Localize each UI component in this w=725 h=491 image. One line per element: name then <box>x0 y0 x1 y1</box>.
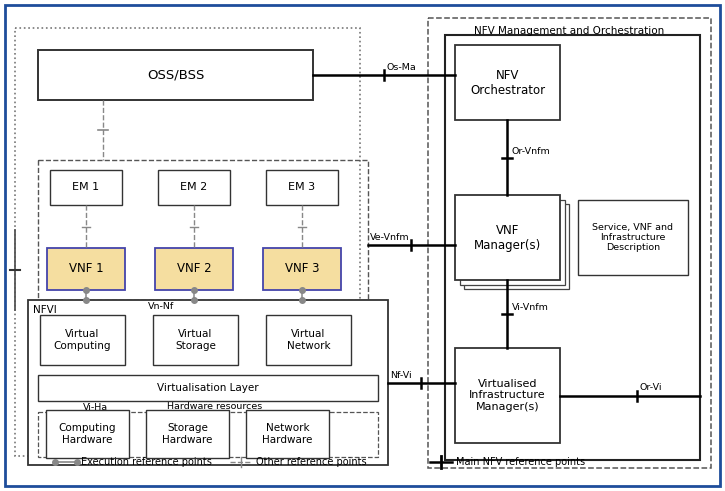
Text: VNF 3: VNF 3 <box>285 263 319 275</box>
Text: EM 2: EM 2 <box>181 183 207 192</box>
Text: Hardware resources: Hardware resources <box>167 402 262 411</box>
Bar <box>40 315 125 365</box>
Bar <box>578 200 688 275</box>
Text: Execution reference points: Execution reference points <box>81 457 212 467</box>
Text: Network
Hardware: Network Hardware <box>262 423 312 445</box>
Text: OSS/BSS: OSS/BSS <box>146 69 204 82</box>
Text: Computing
Hardware: Computing Hardware <box>59 423 116 445</box>
Text: Virtual
Storage: Virtual Storage <box>175 329 216 351</box>
Bar <box>38 160 368 300</box>
Text: Or-Vnfm: Or-Vnfm <box>512 146 550 156</box>
Bar <box>46 410 129 458</box>
Text: Vn-Nf: Vn-Nf <box>148 302 174 311</box>
Bar <box>47 248 125 290</box>
Text: NFV Management and Orchestration: NFV Management and Orchestration <box>474 26 665 36</box>
Bar <box>38 412 378 457</box>
Bar <box>153 315 238 365</box>
Bar <box>246 410 329 458</box>
Bar <box>38 375 378 401</box>
Text: Or-Vi: Or-Vi <box>640 383 663 392</box>
Text: VNF 1: VNF 1 <box>69 263 103 275</box>
Text: Vi-Vnfm: Vi-Vnfm <box>512 303 548 312</box>
Bar <box>266 315 351 365</box>
Bar <box>455 348 560 443</box>
Bar <box>460 200 565 285</box>
Bar <box>428 18 711 468</box>
Text: Virtualisation Layer: Virtualisation Layer <box>157 383 259 393</box>
Text: Other reference points: Other reference points <box>256 457 367 467</box>
Text: VNF
Manager(s): VNF Manager(s) <box>474 223 541 251</box>
Bar <box>15 28 360 456</box>
Text: Os-Ma: Os-Ma <box>387 63 417 72</box>
Bar <box>266 170 338 205</box>
Text: Nf-Vi: Nf-Vi <box>390 371 412 380</box>
Bar <box>50 170 122 205</box>
Text: Ve-Vnfm: Ve-Vnfm <box>370 233 410 242</box>
Text: Storage
Hardware: Storage Hardware <box>162 423 212 445</box>
Text: Virtual
Network: Virtual Network <box>286 329 331 351</box>
Bar <box>455 195 560 280</box>
Text: Virtualised
Infrastructure
Manager(s): Virtualised Infrastructure Manager(s) <box>469 379 546 412</box>
Bar <box>38 50 313 100</box>
Bar <box>158 170 230 205</box>
Text: Service, VNF and
Infrastructure
Description: Service, VNF and Infrastructure Descript… <box>592 222 674 252</box>
Text: Main NFV reference points: Main NFV reference points <box>456 457 585 467</box>
Text: Vi-Ha: Vi-Ha <box>83 403 108 412</box>
Text: NFV
Orchestrator: NFV Orchestrator <box>470 69 545 97</box>
Bar <box>28 300 388 465</box>
Text: VNF 2: VNF 2 <box>177 263 211 275</box>
Text: EM 1: EM 1 <box>72 183 99 192</box>
Text: Virtual
Computing: Virtual Computing <box>54 329 111 351</box>
Bar <box>455 45 560 120</box>
Bar <box>263 248 341 290</box>
Bar <box>464 204 569 289</box>
Text: EM 3: EM 3 <box>289 183 315 192</box>
Bar <box>445 35 700 460</box>
Text: NFVI: NFVI <box>33 305 57 315</box>
Bar <box>146 410 229 458</box>
Bar <box>155 248 233 290</box>
